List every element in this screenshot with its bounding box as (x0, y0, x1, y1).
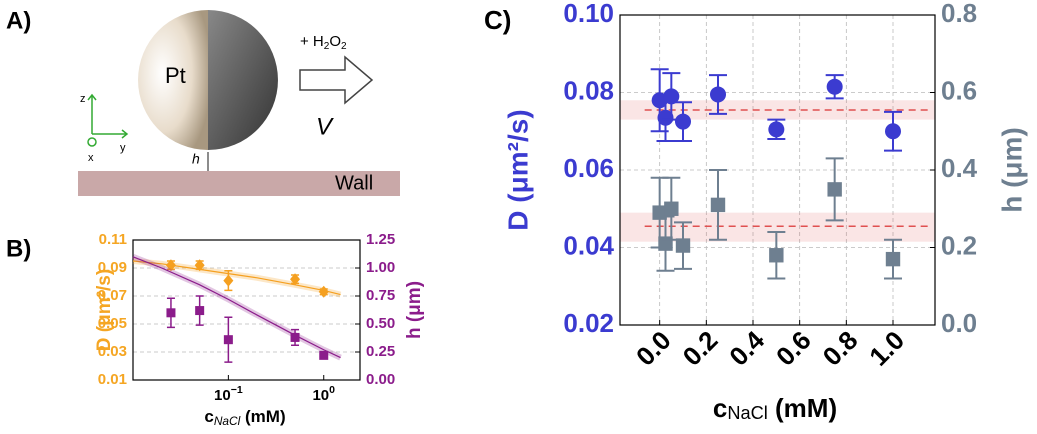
velocity-label: V (316, 113, 334, 140)
pt-label: Pt (165, 63, 186, 88)
y-tick-label: 0.05 (98, 315, 127, 332)
x-label-part: (mM) (768, 393, 837, 423)
marker (663, 88, 680, 105)
panel-a: A) Wall Pt + H2O2 V h z x y (6, 7, 400, 196)
x-label-part: c (204, 407, 213, 426)
x-axis-label: cNaCl (mM) (204, 407, 285, 428)
y-tick-label: 0.06 (563, 153, 614, 183)
y-axis-label: D (μm²/s) (94, 269, 115, 351)
x-tick-label: 0.2 (677, 325, 724, 372)
marker (657, 109, 674, 126)
marker (885, 251, 901, 267)
fit-line (132, 256, 341, 359)
marker (827, 182, 842, 197)
y2-axis-label: h (μm) (404, 281, 425, 339)
x-tick-exp: −1 (231, 384, 243, 396)
y2-tick-label: 0.0 (941, 308, 977, 338)
y2-tick-label: 0.00 (366, 371, 395, 388)
y2-tick-label: 0.2 (941, 230, 977, 260)
panel-label: A) (6, 7, 31, 34)
x-tick-exp: 0 (329, 384, 335, 396)
y2-tick-label: 0.75 (366, 287, 395, 304)
marker (675, 113, 691, 130)
marker (710, 197, 726, 213)
reagent-part: 2 (324, 41, 330, 52)
y-tick-label: 0.04 (563, 230, 614, 260)
x-tick-label: 0.6 (770, 325, 817, 372)
particle-pt (138, 10, 208, 150)
panel-label: C) (484, 5, 511, 35)
plot-frame (132, 239, 361, 381)
y2-tick-label: 0.25 (366, 343, 395, 360)
axes-icon (87, 93, 129, 147)
marker (664, 201, 679, 216)
axis-x: x (88, 152, 94, 164)
marker (165, 259, 176, 272)
marker (769, 248, 784, 263)
marker (223, 274, 234, 287)
x-tick-base: 10 (214, 387, 231, 404)
reagent-part: 2 (341, 41, 347, 52)
x-axis-label: cNaCl (mM) (713, 393, 837, 423)
x-tick-label: 0.4 (723, 325, 770, 372)
particle-cap (208, 10, 278, 150)
y-tick-label: 0.03 (98, 343, 127, 360)
marker (195, 306, 205, 316)
marker (223, 335, 233, 345)
y2-tick-label: 0.50 (366, 315, 395, 332)
marker (194, 259, 205, 272)
panel-label: B) (6, 235, 31, 262)
marker (768, 121, 785, 138)
y2-tick-label: 0.4 (941, 153, 978, 183)
axis-y: y (120, 142, 126, 154)
x-label-sub: NaCl (214, 414, 241, 428)
y2-tick-label: 1.00 (366, 259, 395, 276)
gap-label: h (192, 151, 200, 167)
y-tick-label: 0.09 (98, 259, 127, 276)
x-label-sub: NaCl (727, 403, 767, 423)
marker (319, 350, 329, 360)
marker (290, 332, 300, 342)
marker (826, 78, 843, 95)
reagent-part: O (329, 33, 341, 50)
y2-axis-label: h (μm) (996, 127, 1027, 213)
x-tick-label: 0.8 (817, 325, 864, 372)
marker (675, 238, 691, 253)
x-label-part: (mM) (240, 407, 285, 426)
x-tick-label: 10−1 (214, 384, 243, 404)
reagent-part: + H (300, 33, 324, 50)
y-tick-label: 0.08 (563, 75, 614, 105)
marker (166, 308, 176, 318)
wall-label: Wall (335, 172, 373, 194)
marker (318, 285, 329, 298)
y-axis-label: D (μm²/s) (502, 109, 533, 230)
y-tick-label: 0.02 (563, 308, 614, 338)
y2-tick-label: 0.8 (941, 0, 977, 28)
x-tick-label: 1.0 (863, 325, 910, 372)
marker (885, 123, 901, 140)
y-tick-label: 0.01 (98, 371, 127, 388)
marker (710, 86, 726, 103)
wall (78, 171, 400, 196)
x-tick-label: 100 (312, 384, 335, 404)
y-tick-label: 0.11 (99, 231, 127, 248)
x-tick-label: 0.0 (630, 325, 677, 372)
y2-tick-label: 1.25 (366, 231, 395, 248)
x-tick-base: 10 (312, 387, 329, 404)
reagent-label: + H2O2 (300, 33, 347, 52)
marker (290, 273, 301, 286)
y2-tick-label: 0.6 (941, 75, 977, 105)
x-label-part: c (713, 393, 727, 423)
y-tick-label: 0.10 (563, 0, 614, 28)
velocity-arrow (299, 55, 374, 105)
plot-frame (619, 14, 936, 326)
axis-z: z (80, 93, 86, 105)
y-tick-label: 0.07 (98, 287, 127, 304)
